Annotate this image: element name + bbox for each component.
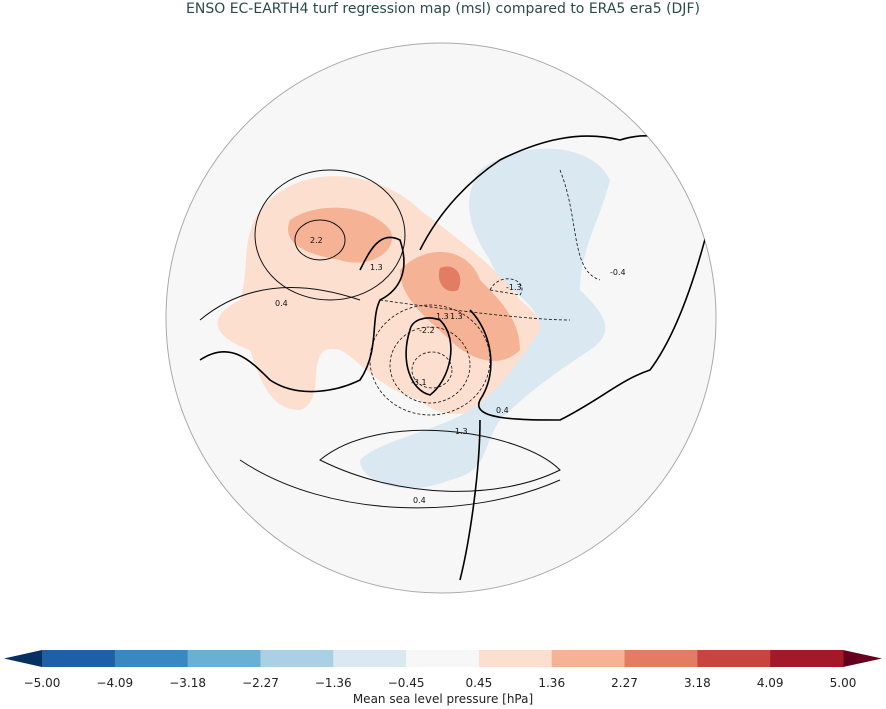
- positive-anomaly-region: [438, 266, 461, 292]
- contour-line-negative: [379, 299, 571, 321]
- contour-line-negative: [411, 351, 453, 389]
- contour-label: 0.4: [496, 406, 509, 415]
- coastline: [459, 419, 481, 581]
- colorbar-segment: [406, 650, 480, 667]
- colorbar: [4, 650, 882, 667]
- colorbar-segment: [551, 650, 626, 667]
- colorbar-tick-label: 3.18: [684, 676, 711, 690]
- contour-line-negative: [389, 326, 471, 404]
- colorbar-segment: [478, 650, 553, 667]
- colorbar-tick-label: 5.00: [829, 676, 857, 690]
- colorbar-segment: [114, 650, 189, 667]
- colorbar-tick-label: −0.45: [387, 676, 425, 690]
- colorbar-under-arrow: [4, 650, 42, 667]
- contour-label: -1.3: [506, 283, 522, 292]
- polar-map: 2.2 1.3 0.4 -1.3 1.3 1.3 -2.2 -3.1 -0.4 …: [165, 42, 717, 594]
- contour-line: [199, 287, 361, 321]
- colorbar-tick-label: −2.27: [242, 676, 279, 690]
- contour-label: 0.4: [275, 299, 288, 308]
- colorbar-tick-label: −5.00: [23, 676, 61, 690]
- negative-anomaly-region: [360, 148, 610, 489]
- colorbar-tick-label: 2.27: [611, 676, 638, 690]
- colorbar-tick-label: 1.36: [538, 676, 566, 690]
- contour-line-negative: [489, 278, 523, 296]
- coastline: [405, 317, 452, 396]
- colorbar-over-arrow: [843, 650, 882, 667]
- contour-line-negative: [559, 169, 601, 281]
- contour-label: -2.2: [419, 326, 435, 335]
- coastline: [469, 219, 711, 421]
- contour-line: [254, 169, 406, 301]
- figure-title: ENSO EC-EARTH4 turf regression map (msl)…: [186, 1, 700, 17]
- contour-label: -0.4: [610, 268, 626, 277]
- colorbar-segment: [187, 650, 261, 667]
- contour-label: 0.4: [413, 496, 426, 505]
- coastline: [199, 236, 405, 393]
- contour-line: [294, 219, 346, 261]
- colorbar-segment: [333, 650, 407, 667]
- colorbar-tick-label: −3.18: [169, 676, 207, 690]
- colorbar-segment: [260, 650, 334, 667]
- contour-label: 1.3: [450, 312, 463, 321]
- positive-anomaly-region: [288, 207, 392, 263]
- colorbar-tick-label: 0.45: [465, 676, 493, 690]
- contour-label: -1.3: [452, 427, 468, 436]
- positive-anomaly-region: [400, 251, 520, 361]
- colorbar-segment: [697, 650, 771, 667]
- contour-label: -3.1: [411, 378, 427, 387]
- colorbar-segment: [770, 650, 844, 667]
- colorbar-label: Mean sea level pressure [hPa]: [352, 692, 534, 706]
- contour-label: 1.3: [436, 312, 449, 321]
- contour-label: 1.3: [370, 263, 383, 272]
- contour-line: [319, 429, 561, 492]
- colorbar-tick-label: −1.36: [314, 676, 352, 690]
- colorbar-segment: [42, 650, 116, 667]
- colorbar-tick-label: 4.09: [756, 676, 784, 690]
- contour-line: [239, 459, 561, 509]
- contour-label: 2.2: [310, 236, 323, 245]
- colorbar-tick-label: −4.09: [96, 676, 134, 690]
- colorbar-segment: [624, 650, 698, 667]
